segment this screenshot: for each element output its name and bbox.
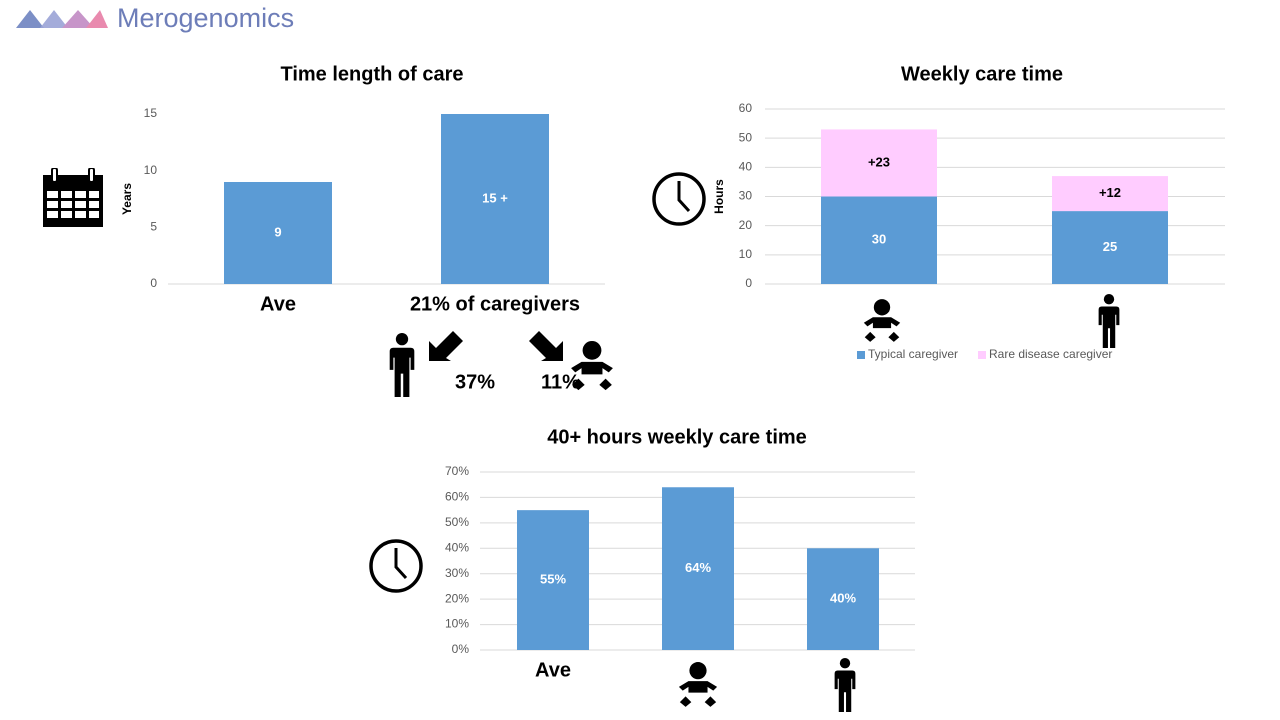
y-axis-label: Years <box>120 183 134 215</box>
annotation: 37% <box>455 371 495 393</box>
y-tick-label: 10 <box>739 247 753 261</box>
data-label: 9 <box>274 224 281 239</box>
y-tick-label: 10% <box>445 617 469 631</box>
child-icon <box>678 662 718 707</box>
legend-label: Typical caregiver <box>868 347 958 361</box>
y-tick-label: 20 <box>739 218 753 232</box>
calendar-icon <box>42 168 104 228</box>
adult-icon <box>389 333 415 397</box>
legend-label: Rare disease caregiver <box>989 347 1112 361</box>
bar <box>807 548 879 650</box>
arrow-icon <box>429 331 463 361</box>
data-label: 30 <box>872 232 886 247</box>
y-tick-label: 0 <box>150 276 157 290</box>
y-tick-label: 0 <box>745 276 752 290</box>
legend-swatch <box>978 351 986 359</box>
data-label: 25 <box>1103 239 1117 254</box>
data-label: +12 <box>1099 185 1121 200</box>
logo: Merogenomics <box>16 3 294 33</box>
y-tick-label: 60% <box>445 490 469 504</box>
x-tick-label: Ave <box>535 659 571 681</box>
bar <box>1052 176 1168 212</box>
y-axis-label: Hours <box>712 179 726 214</box>
adult-icon <box>1098 294 1120 348</box>
y-tick-label: 70% <box>445 464 469 478</box>
y-tick-label: 40% <box>445 540 469 554</box>
y-tick-label: 60 <box>739 101 753 115</box>
y-tick-label: 30% <box>445 566 469 580</box>
y-tick-label: 15 <box>144 106 158 120</box>
adult-icon <box>834 658 856 712</box>
bar <box>1052 211 1168 284</box>
chart-title: Time length of care <box>280 63 463 85</box>
bar <box>517 510 589 650</box>
clock-icon <box>369 539 423 593</box>
y-tick-label: 50% <box>445 515 469 529</box>
chart-title: 40+ hours weekly care time <box>547 426 807 448</box>
bar <box>821 196 937 284</box>
x-tick-label: Ave <box>260 293 296 315</box>
y-tick-label: 0% <box>452 642 470 656</box>
legend-swatch <box>857 351 865 359</box>
x-tick-label: 21% of caregivers <box>410 293 580 315</box>
data-label: 40% <box>830 591 856 606</box>
data-label: 64% <box>685 560 711 575</box>
arrow-icon <box>529 331 563 361</box>
y-tick-label: 10 <box>144 163 158 177</box>
bar <box>662 487 734 650</box>
data-label: 55% <box>540 572 566 587</box>
y-tick-label: 30 <box>739 189 753 203</box>
data-label: +23 <box>868 154 890 169</box>
data-label: 15 + <box>482 190 508 205</box>
annotation: 11% <box>541 371 580 393</box>
y-tick-label: 20% <box>445 591 469 605</box>
logo-text: Merogenomics <box>117 3 294 33</box>
bar <box>441 114 549 284</box>
child-icon <box>863 299 901 342</box>
y-tick-label: 5 <box>150 220 157 234</box>
clock-icon <box>652 172 706 226</box>
chart-title: Weekly care time <box>901 63 1063 85</box>
y-tick-label: 50 <box>739 130 753 144</box>
y-tick-label: 40 <box>739 160 753 174</box>
bar <box>821 129 937 197</box>
bar <box>224 182 332 284</box>
